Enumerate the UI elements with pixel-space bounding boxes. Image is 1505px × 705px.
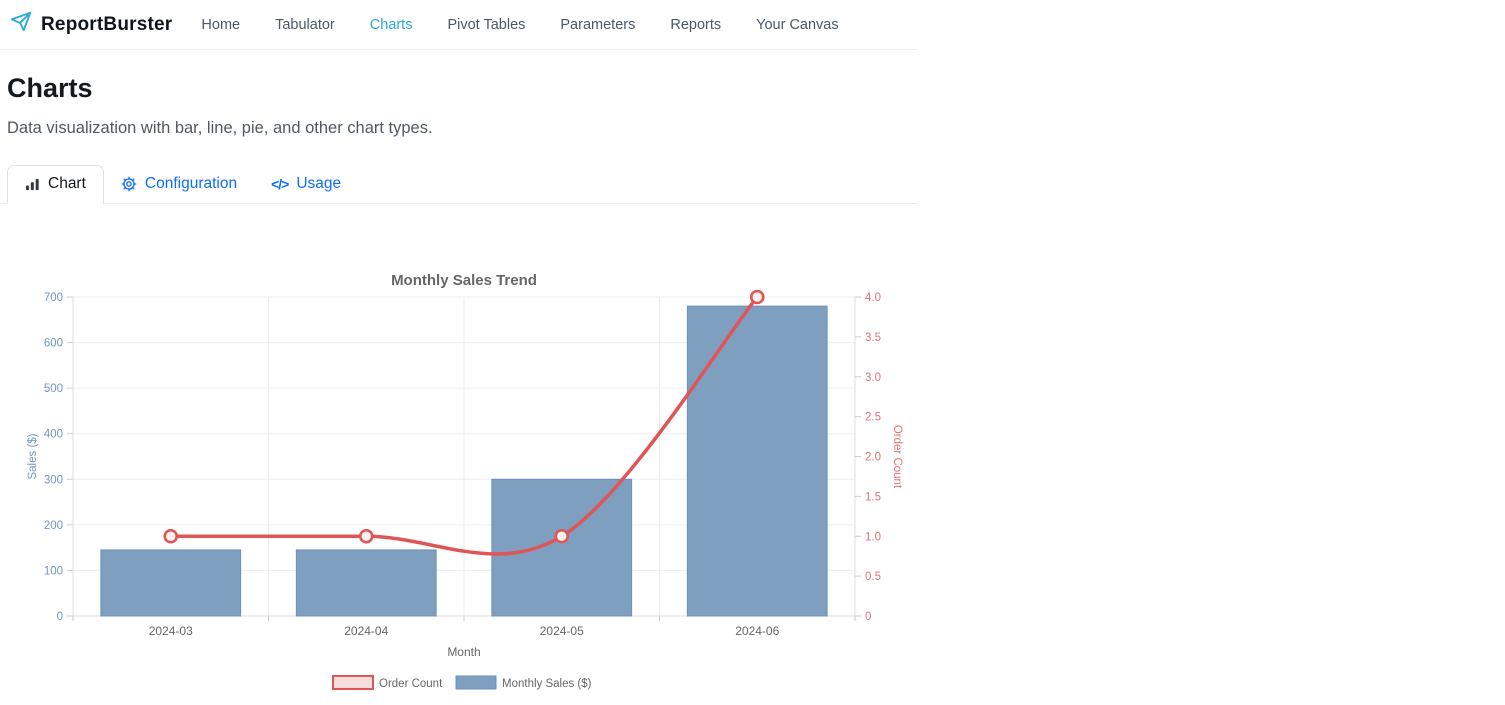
left-tick-label: 0: [57, 611, 63, 623]
right-tick-label: 0.5: [865, 571, 881, 583]
right-tick-label: 2.5: [865, 412, 881, 424]
tab-configuration-label: Configuration: [144, 175, 238, 192]
left-tick-label: 400: [44, 429, 63, 441]
brand-name: ReportBurster: [41, 13, 173, 35]
gear-icon: [121, 176, 137, 192]
top-nav: Home Tabulator Charts Pivot Tables Param…: [201, 17, 838, 33]
nav-item-parameters[interactable]: Parameters: [560, 16, 636, 33]
x-tick-label: 2024-04: [344, 624, 388, 638]
right-tick-label: 2.0: [865, 452, 881, 464]
chart-panel: Monthly Sales Trend 0 100 200 300 400 500 600 70…: [0, 229, 917, 704]
main-container: ReportBurster Home Tabulator Charts Pivo…: [0, 0, 917, 704]
right-tick-label: 1.5: [865, 491, 881, 503]
left-tick-label: 600: [44, 338, 63, 350]
line-point-2024-06[interactable]: [749, 289, 765, 305]
code-icon: </>: [271, 176, 289, 192]
right-axis-title: Order Count: [891, 425, 903, 489]
line-point-2024-03[interactable]: [163, 528, 179, 544]
page-title: Charts: [7, 73, 93, 103]
x-tick-label: 2024-06: [735, 624, 779, 638]
nav-item-pivot-tables[interactable]: Pivot Tables: [447, 16, 526, 33]
left-tick-label: 500: [44, 383, 63, 395]
left-tick-label: 200: [44, 520, 63, 532]
left-axis-title: Sales ($): [27, 433, 39, 479]
left-tick-label: 100: [44, 565, 63, 577]
nav-item-charts[interactable]: Charts: [369, 16, 413, 33]
right-tick-label: 3.0: [865, 372, 881, 384]
nav-item-tabulator[interactable]: Tabulator: [275, 16, 335, 33]
tab-bar: Chart Configuration </> Usage: [0, 165, 917, 204]
tab-chart-label: Chart: [48, 175, 86, 192]
right-tick-label: 1.0: [865, 531, 881, 543]
x-axis-title: Month: [447, 645, 480, 659]
bar-chart-icon: [25, 177, 40, 192]
bar-2024-06[interactable]: [686, 305, 828, 617]
tab-usage[interactable]: </> Usage: [254, 166, 358, 203]
nav-item-your-canvas[interactable]: Your Canvas: [756, 16, 839, 33]
left-tick-label: 300: [44, 474, 63, 486]
legend-label-monthly-sales: Monthly Sales ($): [502, 678, 592, 690]
x-tick-label: 2024-03: [149, 624, 193, 638]
order-count-line: [169, 295, 759, 556]
bar-2024-05[interactable]: [491, 478, 633, 617]
line-point-2024-04[interactable]: [358, 528, 374, 544]
chart-title: Monthly Sales Trend: [391, 272, 537, 289]
nav-item-home[interactable]: Home: [201, 16, 241, 33]
page-subtitle: Data visualization with bar, line, pie, …: [7, 119, 433, 137]
paper-plane-logo-icon: [10, 11, 32, 38]
legend-item-order-count[interactable]: Order Count: [332, 675, 443, 690]
tab-usage-label: Usage: [296, 175, 342, 192]
brand[interactable]: ReportBurster: [10, 11, 172, 38]
x-tick-label: 2024-05: [540, 624, 584, 638]
right-tick-label: 0: [865, 611, 871, 623]
bar-2024-03[interactable]: [100, 549, 242, 617]
nav-item-reports[interactable]: Reports: [670, 16, 722, 33]
right-tick-label: 4.0: [865, 292, 881, 304]
page-head: Charts Data visualization with bar, line…: [0, 50, 917, 138]
tab-configuration[interactable]: Configuration: [104, 166, 254, 203]
bar-2024-04[interactable]: [295, 549, 437, 617]
tab-chart[interactable]: Chart: [7, 165, 104, 204]
legend-label-order-count: Order Count: [379, 678, 443, 690]
monthly-sales-trend-chart: Monthly Sales Trend 0 100 200 300 400 500 600 70…: [27, 272, 903, 690]
right-tick-label: 3.5: [865, 332, 881, 344]
app-header: ReportBurster Home Tabulator Charts Pivo…: [0, 0, 917, 50]
left-tick-label: 700: [44, 292, 63, 304]
line-point-2024-05[interactable]: [554, 528, 570, 544]
legend-item-monthly-sales[interactable]: Monthly Sales ($): [455, 675, 592, 690]
